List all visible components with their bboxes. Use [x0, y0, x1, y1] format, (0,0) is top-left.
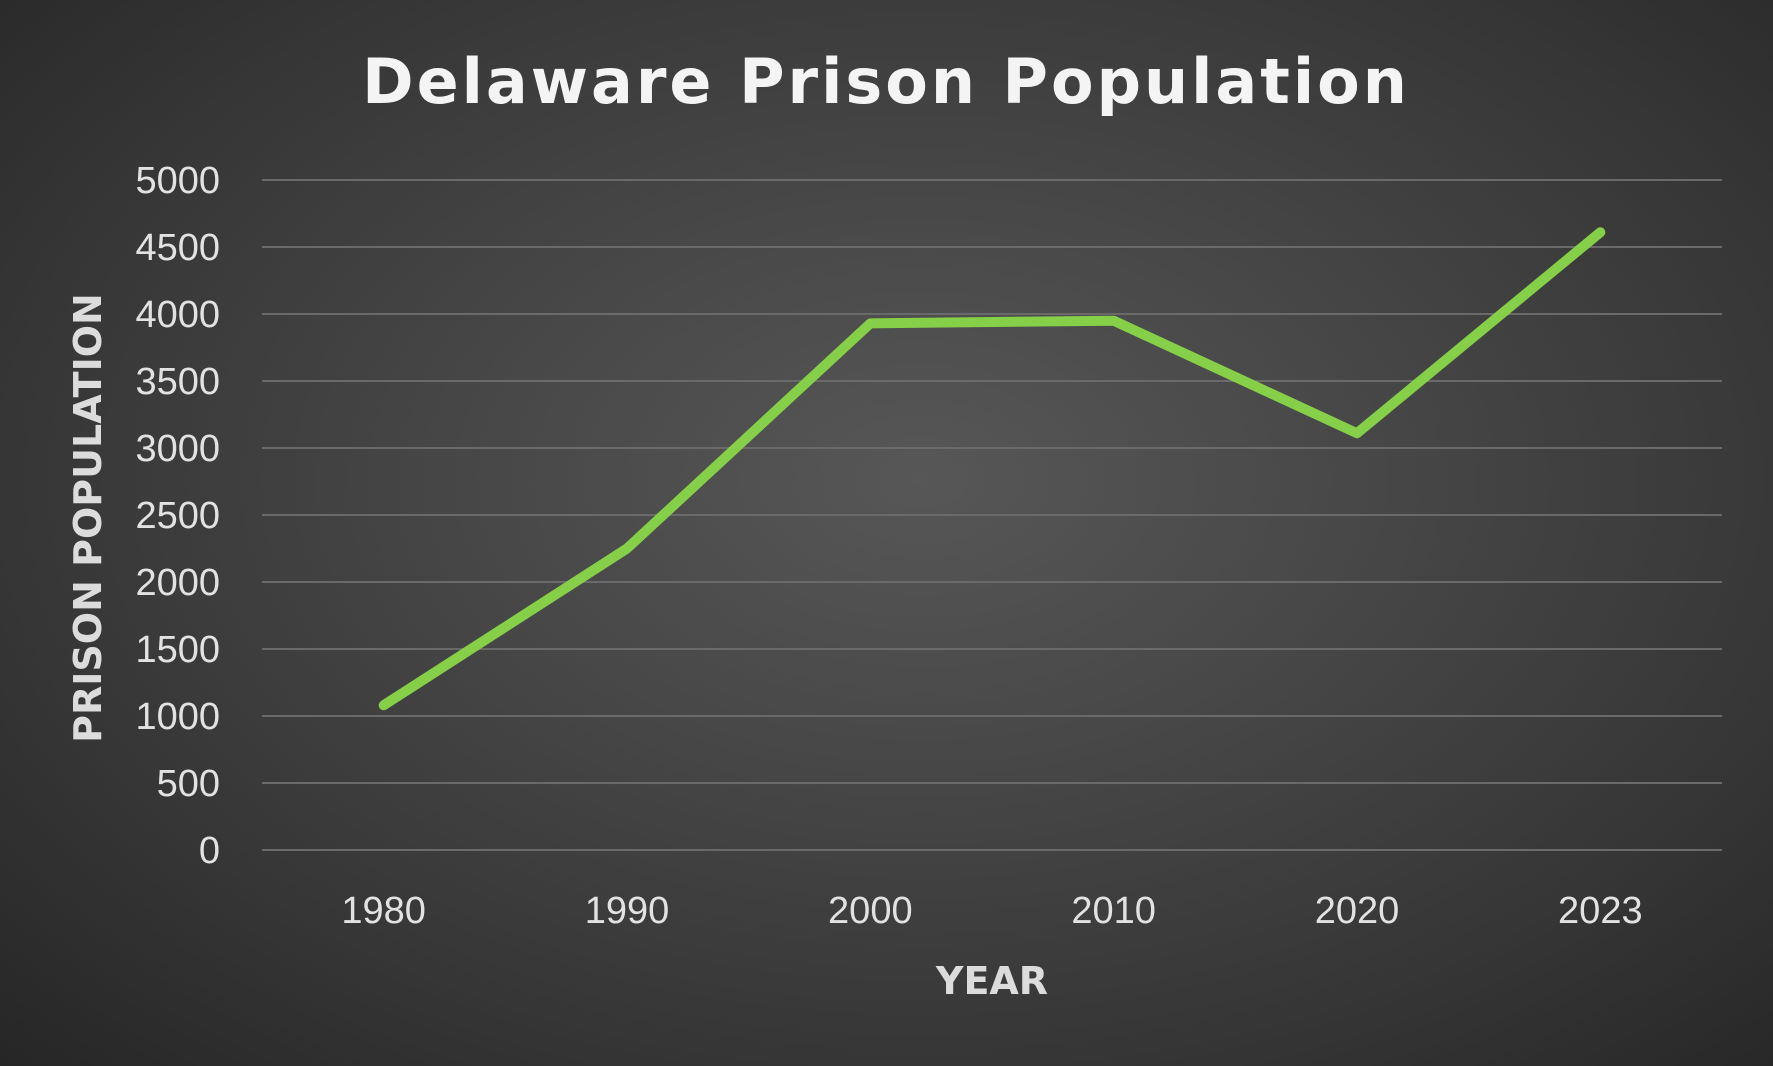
y-tick-label: 2000: [135, 562, 220, 604]
y-axis-title: PRISON POPULATION: [66, 293, 110, 743]
x-axis-tick-labels: 1980 1990 2000 2010 2020 2023: [341, 890, 1642, 932]
y-tick-label: 2500: [135, 495, 220, 537]
x-axis-title: YEAR: [935, 959, 1048, 1003]
x-tick-label: 2023: [1558, 890, 1643, 932]
y-tick-label: 1000: [135, 696, 220, 738]
y-tick-label: 3000: [135, 428, 220, 470]
chart-title: Delaware Prison Population: [362, 45, 1410, 118]
series-lines: [378, 227, 1606, 711]
series-line-0: [378, 227, 1606, 711]
y-tick-label: 3500: [135, 361, 220, 403]
gridlines: [262, 179, 1722, 851]
x-tick-label: 2000: [828, 890, 913, 932]
y-tick-label: 0: [199, 830, 220, 872]
y-tick-label: 4000: [135, 294, 220, 336]
y-tick-label: 500: [157, 763, 220, 805]
y-tick-label: 4500: [135, 227, 220, 269]
x-tick-label: 2010: [1071, 890, 1156, 932]
y-tick-label: 5000: [135, 160, 220, 202]
x-tick-label: 2020: [1315, 890, 1400, 932]
y-tick-label: 1500: [135, 629, 220, 671]
y-axis-tick-labels: 0 500 1000 1500 2000 2500 3000 3500 4000 4500 5000: [135, 160, 220, 872]
x-tick-label: 1990: [585, 890, 670, 932]
x-tick-label: 1980: [341, 890, 426, 932]
